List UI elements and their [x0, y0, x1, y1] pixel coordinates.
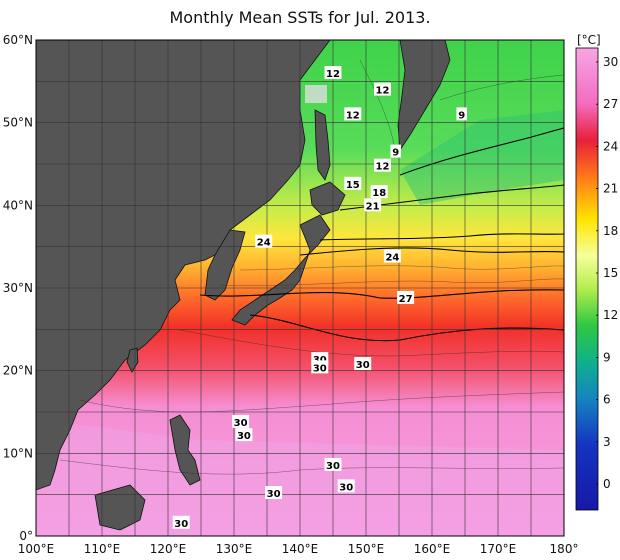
contour-label: 9	[456, 107, 467, 121]
colorbar-gradient	[575, 47, 599, 511]
contour-label-text: 30	[237, 431, 251, 442]
contour-label: 24	[255, 234, 273, 249]
contour-label-text: 21	[366, 201, 380, 212]
longitude-tick-label: 100°E	[18, 542, 55, 556]
contour-label: 12	[324, 66, 342, 80]
contour-label: 15	[344, 176, 362, 191]
longitude-tick-label: 170°E	[480, 542, 517, 556]
longitude-tick-label: 120°E	[150, 542, 187, 556]
isotherm-18	[319, 233, 564, 241]
colorbar-tick-label: 15	[603, 266, 618, 280]
contour-label-text: 24	[257, 238, 271, 249]
contour-label: 30	[354, 357, 372, 371]
contour-label-text: 30	[326, 461, 340, 472]
longitude-tick-label: 150°E	[348, 542, 385, 556]
sea-ice-patch	[305, 85, 327, 103]
japan-landmass	[231, 214, 331, 326]
colorbar-tick-label: 6	[603, 393, 611, 407]
contour-label: 30	[232, 414, 250, 429]
longitude-tick-label: 160°E	[414, 542, 451, 556]
korea-landmass	[204, 229, 246, 301]
latitude-tick-label: 20°N	[3, 364, 33, 378]
colorbar-tick-label: 18	[603, 224, 618, 238]
contour-label: 30	[235, 428, 253, 442]
contour-label-text: 12	[346, 110, 360, 121]
cold-water-band	[400, 110, 564, 205]
latitude-tick-label: 60°N	[3, 33, 33, 47]
longitude-labels: 100°E 110°E 120°E 130°E 140°E 150°E 160°E 170°E…	[18, 542, 579, 556]
latitude-tick-label: 50°N	[3, 116, 33, 130]
colorbar-tick-label: 9	[603, 350, 611, 364]
longitude-tick-label: 180°	[550, 542, 579, 556]
contour-label-text: 9	[458, 110, 465, 121]
contour-label-text: 27	[399, 294, 413, 305]
isotherms	[199, 127, 564, 342]
sakhalin-landmass	[314, 109, 331, 181]
latitude-tick-label: 30°N	[3, 281, 33, 295]
contour-label-text: 12	[376, 86, 390, 97]
latitude-tick-label: 40°N	[3, 198, 33, 212]
longitude-tick-label: 130°E	[216, 542, 253, 556]
map-frame	[35, 39, 565, 537]
isotherm-21	[299, 247, 564, 256]
contour-label-text: 24	[385, 253, 399, 264]
colorbar-tick-label: 27	[603, 97, 618, 111]
contour-label: 12	[374, 158, 391, 173]
philippines-landmass	[169, 414, 201, 486]
contour-label: 9	[390, 144, 401, 159]
contour-label: 30	[337, 479, 355, 493]
contour-label: 30	[265, 486, 283, 500]
longitude-tick-label: 140°E	[282, 542, 319, 556]
contour-label: 24	[383, 249, 401, 264]
contour-label-text: 30	[174, 519, 188, 530]
latitude-labels: 60°N 50°N 40°N 30°N 20°N 10°N 0°	[3, 33, 33, 543]
contour-label: 12	[344, 107, 362, 121]
isotherm-27	[249, 314, 564, 342]
colorbar-tick-label: 3	[603, 435, 611, 449]
latitude-tick-label: 10°N	[3, 446, 33, 460]
contour-label: 30	[324, 457, 342, 472]
contour-label-text: 15	[346, 180, 360, 191]
contour-label-text: 30	[313, 363, 327, 374]
hokkaido-landmass	[309, 181, 346, 216]
contour-label-text: 9	[392, 148, 399, 159]
latitude-tick-label: 0°	[19, 529, 33, 543]
contour-label: 12	[374, 82, 391, 97]
contour-label-text: 30	[339, 482, 353, 493]
contour-label-text: 30	[356, 360, 370, 371]
contour-label-text: 30	[234, 418, 248, 429]
graticule	[36, 40, 564, 536]
colorbar-tick-label: 21	[603, 182, 618, 196]
contour-label-text: 12	[326, 69, 340, 80]
contour-labels: 1212129912151821242427303030303030303030	[172, 66, 467, 530]
asia-landmass	[36, 40, 331, 491]
isotherm-24	[199, 289, 564, 299]
colorbar-tick-label: 24	[603, 139, 618, 153]
longitude-tick-label: 110°E	[84, 542, 121, 556]
contour-label-text: 12	[376, 162, 390, 173]
colorbar-tick-label: 12	[603, 308, 618, 322]
contour-label: 30	[172, 515, 190, 530]
contour-label: 21	[364, 198, 382, 212]
contour-label-text: 18	[372, 188, 386, 199]
colorbar-tick-label: 30	[603, 55, 618, 69]
contour-label: 30	[311, 360, 329, 374]
contour-label: 18	[370, 185, 388, 199]
contour-label: 27	[397, 290, 415, 305]
isotherm-9	[399, 127, 564, 176]
colorbar-unit: [°C]	[577, 33, 601, 47]
map-title: Monthly Mean SSTs for Jul. 2013.	[169, 8, 431, 27]
borneo-landmass	[94, 484, 146, 531]
colorbar-tick-label: 0	[603, 477, 611, 491]
contour-label-text: 30	[267, 489, 281, 500]
